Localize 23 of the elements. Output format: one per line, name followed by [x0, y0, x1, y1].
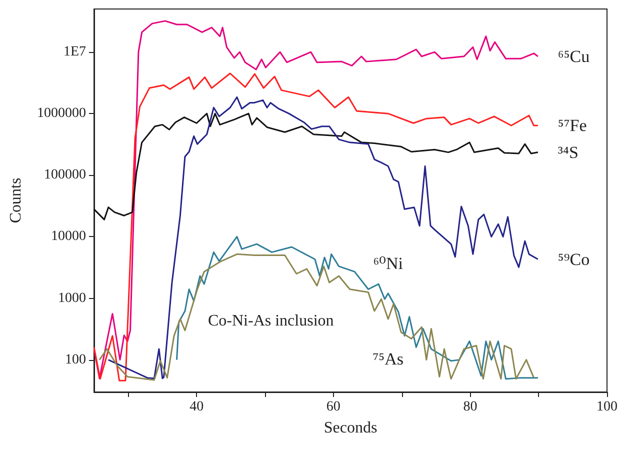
- line-series: [93, 20, 539, 380]
- line-series: [176, 236, 539, 380]
- line-series: [93, 112, 539, 220]
- y-tick-label: 100000: [44, 168, 86, 183]
- x-tick-label: 60: [326, 400, 340, 414]
- y-tick-label: 1000000: [37, 106, 86, 122]
- series-label: ⁷⁵As: [372, 350, 404, 369]
- annotation: Co-Ni-As inclusion: [208, 312, 334, 330]
- y-tick-label: 100: [65, 352, 86, 368]
- y-tick-label: 1E7: [63, 44, 86, 60]
- y-axis-title: Counts: [8, 178, 24, 224]
- x-tick-label: 40: [190, 400, 204, 414]
- series-label: ⁵⁷Fe: [558, 116, 587, 136]
- series-label: ³⁴S: [558, 142, 578, 162]
- y-tick-label: 10000: [51, 229, 86, 244]
- x-tick-label: 80: [463, 400, 478, 414]
- series-label: ⁶⁰Ni: [373, 254, 404, 273]
- series-label: ⁶⁵Cu: [558, 46, 590, 66]
- x-tick-label: 100: [596, 400, 618, 414]
- line-series: [98, 253, 535, 381]
- x-axis-title: Seconds: [324, 420, 378, 436]
- series-label: ⁵⁹Co: [558, 250, 590, 269]
- y-tick-label: 1000: [58, 290, 86, 306]
